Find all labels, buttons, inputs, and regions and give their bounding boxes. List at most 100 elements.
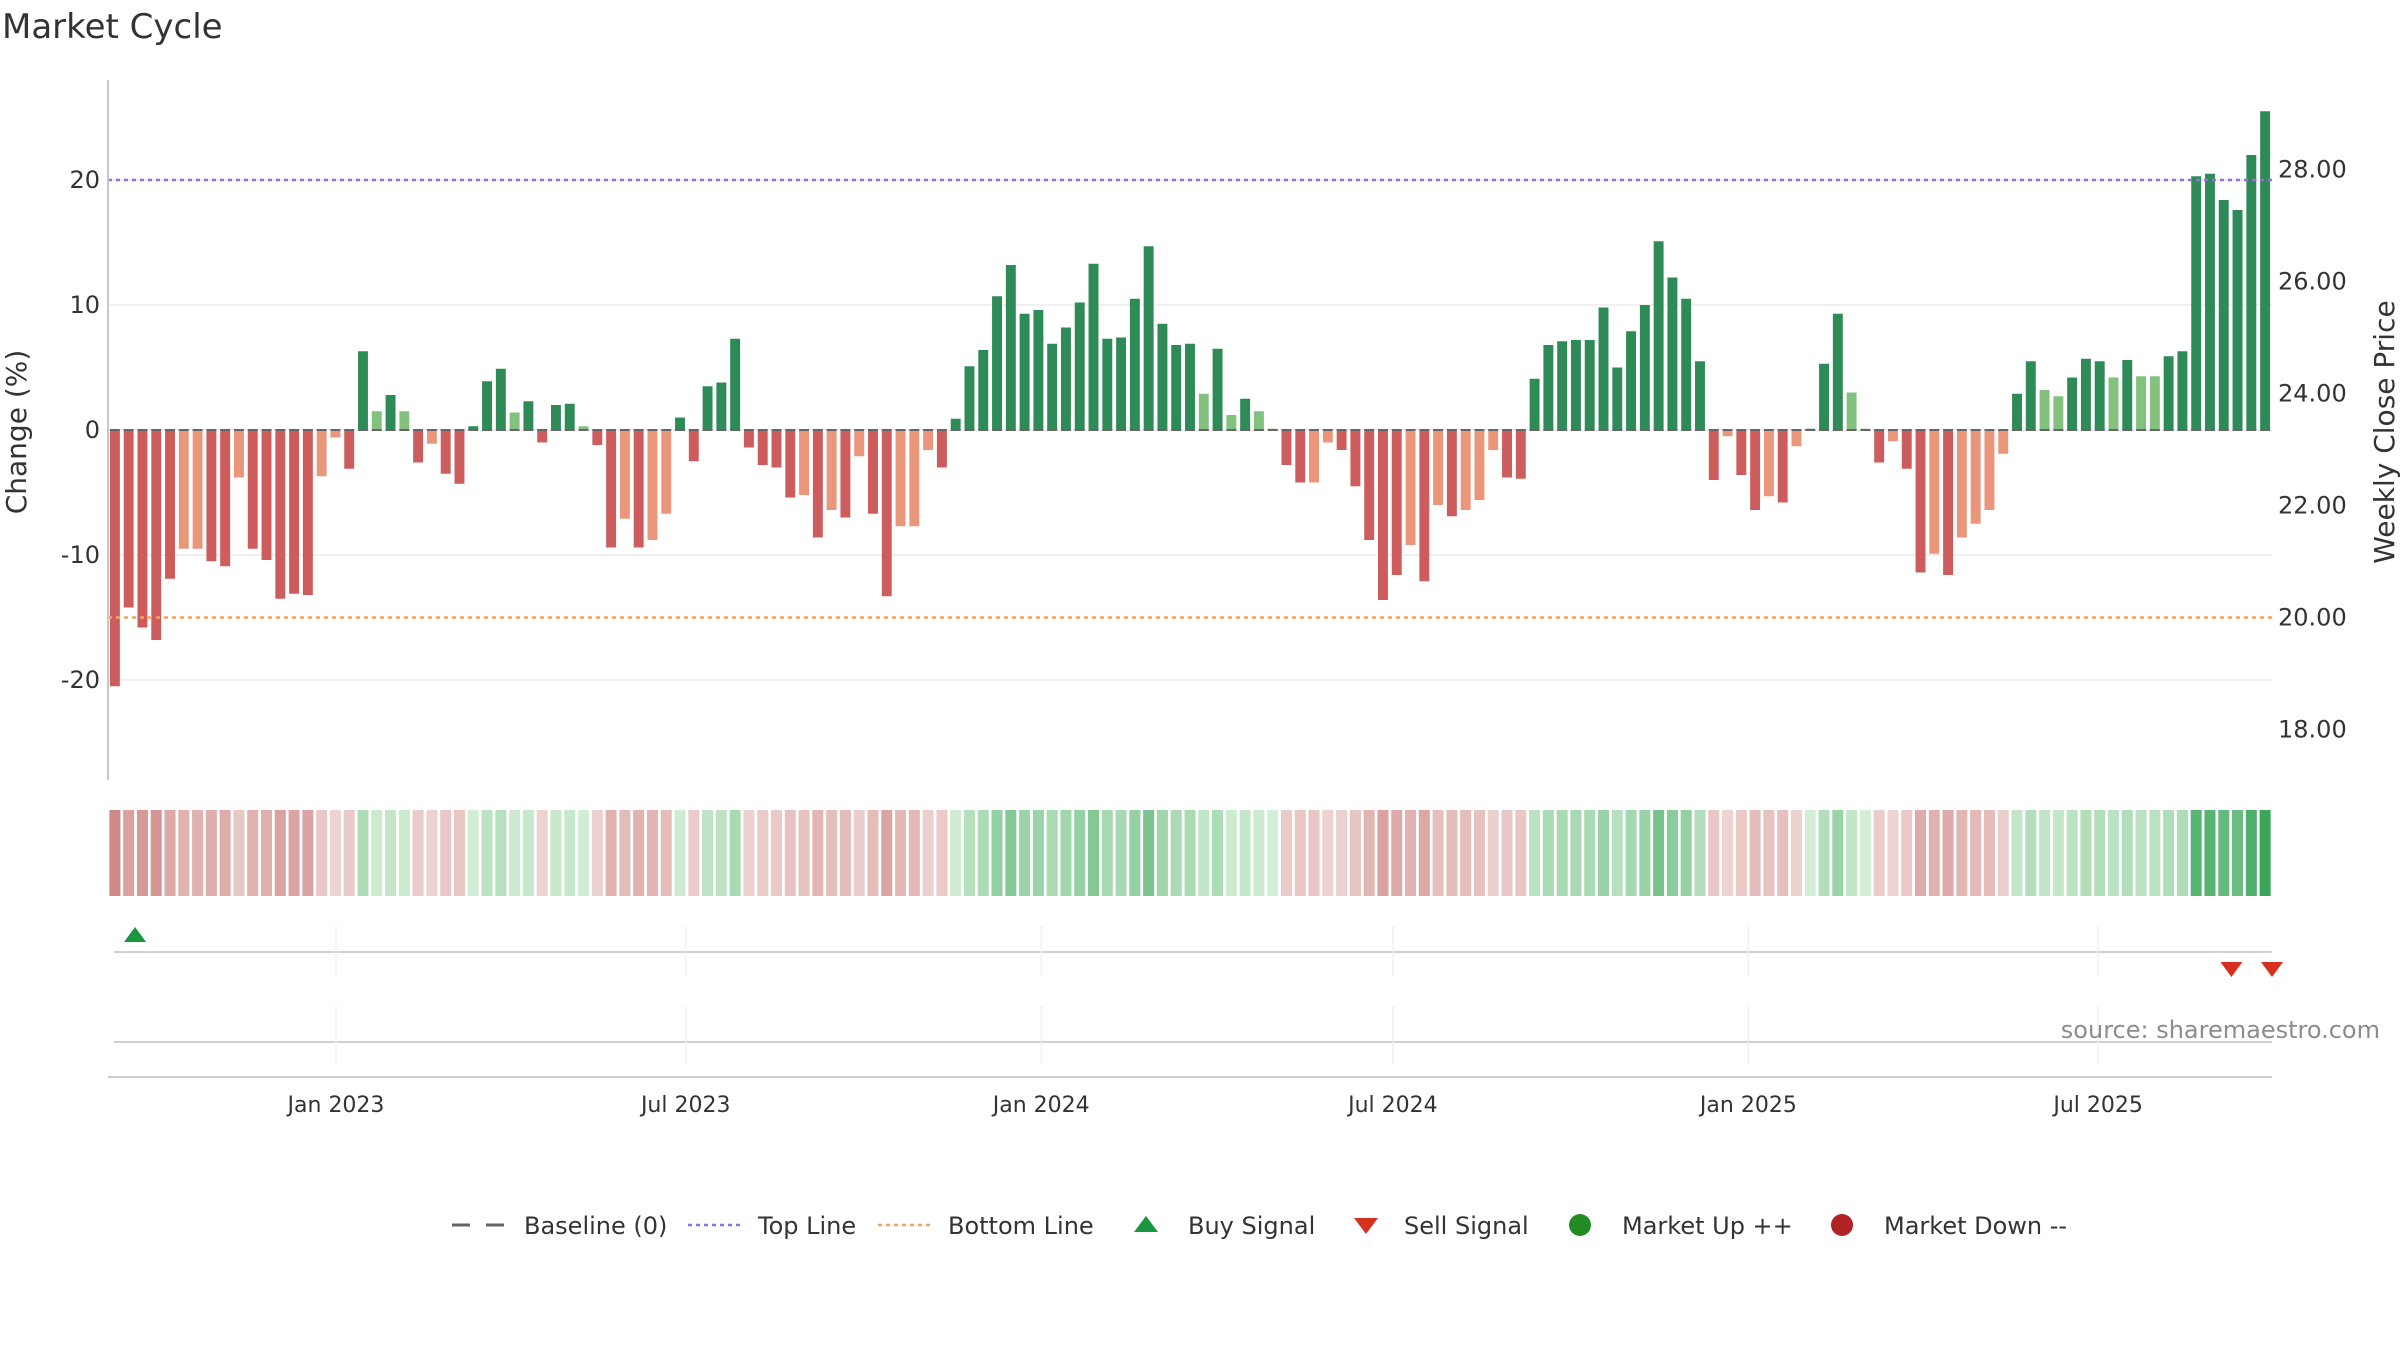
bar — [1047, 343, 1058, 430]
bar — [1474, 430, 1485, 500]
strip-cell — [674, 810, 686, 896]
bar — [413, 430, 424, 463]
strip-cell — [136, 810, 148, 896]
strip-cell — [564, 810, 576, 896]
bar — [2232, 210, 2243, 430]
strip-cell — [922, 810, 934, 896]
strip-cell — [274, 810, 286, 896]
strip-cell — [2232, 810, 2244, 896]
bar — [1736, 430, 1747, 475]
bar — [1019, 313, 1030, 430]
strip-cell — [1088, 810, 1100, 896]
bar — [826, 430, 837, 510]
strip-cell — [2190, 810, 2202, 896]
strip-cell — [1336, 810, 1348, 896]
bar — [1956, 430, 1967, 538]
strip-cell — [495, 810, 507, 896]
bar — [1336, 430, 1347, 450]
bar — [1970, 430, 1981, 524]
strip-cell — [1666, 810, 1678, 896]
strip-cell — [1942, 810, 1954, 896]
strip-cell — [908, 810, 920, 896]
strip-cell — [1722, 810, 1734, 896]
bar — [1226, 415, 1237, 430]
bar — [1695, 361, 1705, 430]
strip-cell — [123, 810, 135, 896]
bar — [454, 430, 465, 484]
bar — [895, 430, 906, 527]
bar — [2218, 200, 2229, 430]
bar — [109, 430, 120, 687]
strip-cell — [1212, 810, 1224, 896]
bar — [840, 430, 851, 518]
strip-cell — [2163, 810, 2175, 896]
strip-cell — [757, 810, 769, 896]
buy-signal-legend-icon — [1134, 1216, 1158, 1232]
strip-cell — [247, 810, 259, 896]
sell-signal-marker — [2220, 962, 2243, 977]
bar — [1584, 340, 1595, 430]
bar — [1887, 430, 1898, 442]
market-down-legend-icon — [1831, 1214, 1853, 1236]
strip-cell — [1487, 810, 1499, 896]
y-tick-label: 0 — [85, 416, 100, 444]
bar — [1295, 430, 1306, 483]
bar — [1708, 430, 1719, 480]
bar — [606, 430, 617, 548]
bar — [1171, 345, 1182, 430]
bar — [592, 430, 603, 445]
strip-cell — [1267, 810, 1279, 896]
strip-cell — [109, 810, 121, 896]
strip-cell — [2080, 810, 2092, 896]
strip-cell — [2094, 810, 2106, 896]
strip-cell — [1749, 810, 1761, 896]
strip-cell — [1708, 810, 1720, 896]
bar — [647, 430, 658, 540]
bar — [482, 381, 493, 430]
strip-cell — [1239, 810, 1251, 896]
bar — [675, 417, 685, 430]
strip-cell — [1170, 810, 1182, 896]
y2-tick-label: 20.00 — [2278, 604, 2347, 632]
bar — [1915, 430, 1926, 573]
bar — [1750, 430, 1761, 510]
strip-cell — [536, 810, 548, 896]
bar — [1874, 430, 1885, 463]
bar — [1212, 348, 1223, 430]
legend-label: Top Line — [757, 1212, 856, 1240]
strip-cell — [688, 810, 700, 896]
strip-cell — [1501, 810, 1513, 896]
strip-cell — [1294, 810, 1306, 896]
bar — [1378, 430, 1388, 600]
strip-cell — [371, 810, 383, 896]
bar — [2260, 111, 2271, 430]
strip-cell — [1529, 810, 1541, 896]
strip-cell — [1597, 810, 1610, 896]
strip-cell — [660, 810, 672, 896]
strip-cell — [150, 810, 162, 896]
bar — [1253, 411, 1264, 430]
bar — [1157, 323, 1168, 430]
bar — [330, 430, 341, 438]
strip-cell — [2052, 810, 2064, 896]
bar — [358, 351, 368, 430]
strip-cell — [1432, 810, 1444, 896]
legend-label: Buy Signal — [1188, 1212, 1315, 1240]
cycle-strip — [109, 810, 2271, 896]
bar — [1433, 430, 1444, 505]
legend-label: Market Down -- — [1884, 1212, 2067, 1240]
bar — [1681, 298, 1692, 430]
bar — [1722, 430, 1733, 437]
bar — [220, 430, 231, 567]
bar — [1322, 430, 1333, 443]
bar — [344, 430, 355, 469]
bar — [1185, 343, 1195, 430]
strip-cell — [1777, 810, 1789, 896]
strip-cell — [578, 810, 590, 896]
y2-tick-label: 28.00 — [2278, 156, 2347, 184]
bar — [1984, 430, 1995, 510]
bar — [509, 412, 520, 430]
bar — [2067, 377, 2078, 430]
strip-cell — [1308, 810, 1320, 896]
